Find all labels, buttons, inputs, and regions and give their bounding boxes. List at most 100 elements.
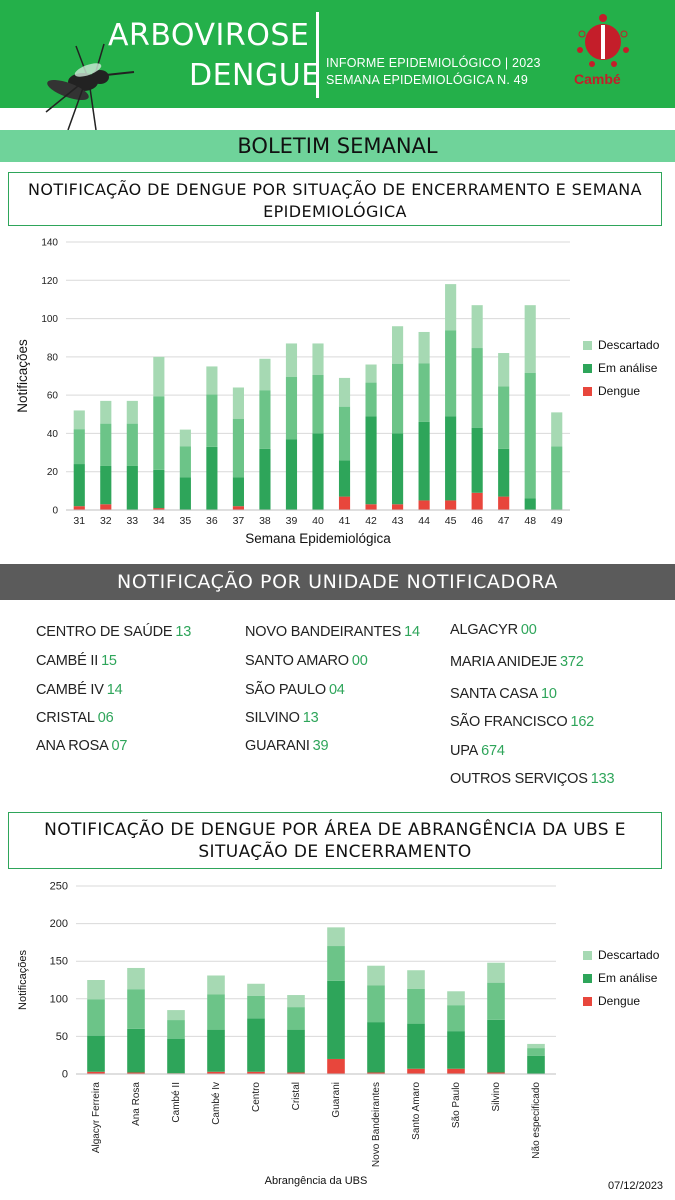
section2-title: NOTIFICAÇÃO POR UNIDADE NOTIFICADORA [0,564,675,600]
bar-descartado [126,400,138,424]
bar-dengue [153,508,165,510]
x-tick-label: 41 [339,515,351,527]
bar-em-analise [527,1055,545,1074]
bar-em-analise [338,460,351,497]
bar-descartado [179,429,191,447]
legend-swatch [583,364,592,373]
bar-descartado-lower [407,988,425,1024]
unit-name: CRISTAL [36,710,95,726]
bar-dengue [127,1072,145,1074]
unit-name: NOVO BANDEIRANTES [245,624,402,640]
unit-count: 674 [481,743,505,759]
unit-item: ALGACYR 00 [450,622,537,638]
bar-dengue [498,496,510,510]
x-axis-label: Abrangência da UBS [265,1175,368,1187]
x-tick-label: 40 [312,515,324,527]
bar-em-analise [259,448,271,510]
unit-item: OUTROS SERVIÇOS 133 [450,771,615,787]
bar-em-analise [87,1035,105,1072]
bar-descartado-lower [551,446,563,510]
unit-item: SÃO FRANCISCO 162 [450,714,594,730]
unit-count: 14 [404,624,420,640]
unit-item: SANTO AMARO 00 [245,653,368,669]
bar-descartado-lower [87,999,105,1036]
bar-descartado-lower [498,386,510,449]
bar-dengue [471,492,483,510]
y-tick-label: 200 [50,918,68,930]
title-line2: DENGUE [189,58,321,93]
bar-em-analise [487,1019,505,1073]
unit-name: ALGACYR [450,622,518,638]
unit-item: GUARANI 39 [245,738,329,754]
bar-em-analise [367,1022,385,1073]
section3-title: NOTIFICAÇÃO DE DENGUE POR ÁREA DE ABRANG… [8,812,662,869]
unit-item: NOVO BANDEIRANTES 14 [245,624,420,640]
unit-item: MARIA ANIDEJE 372 [450,654,584,670]
title-line1: ARBOVIROSE [108,18,310,53]
bar-descartado-lower [247,995,265,1019]
bar-descartado [287,995,305,1008]
bar-descartado-lower [445,330,457,417]
legend-swatch [583,951,592,960]
bar-descartado-lower [327,946,345,981]
x-tick-label: Guarani [331,1082,342,1118]
bar-descartado-lower [285,376,298,440]
bar-em-analise [287,1029,305,1073]
unit-name: GUARANI [245,738,310,754]
title-divider [316,12,319,98]
bar-em-analise [285,439,298,510]
bar-descartado [206,366,218,395]
unit-item: ANA ROSA 07 [36,738,127,754]
legend-label: Dengue [598,384,640,398]
bar-em-analise [126,465,138,510]
legend-label: Descartado [598,948,660,962]
bar-em-analise [471,427,483,493]
info-line1: INFORME EPIDEMIOLÓGICO | 2023 [326,56,541,70]
bar-descartado-lower [207,994,225,1030]
unit-name: SÃO PAULO [245,682,326,698]
bar-descartado [392,326,404,364]
bar-em-analise [167,1038,185,1074]
unit-count: 00 [351,653,368,669]
bar-descartado [100,400,112,424]
bar-descartado [551,412,563,447]
x-tick-label: 49 [551,515,563,527]
x-tick-label: 48 [524,515,536,527]
legend-swatch [583,997,592,1006]
bar-descartado [365,364,377,383]
bar-em-analise [207,1029,225,1072]
unit-name: MARIA ANIDEJE [450,654,557,670]
unit-item: SANTA CASA 10 [450,686,557,702]
legend-swatch [583,387,592,396]
bar-descartado [73,410,85,430]
bar-dengue [445,500,457,510]
cambe-logo-icon [577,14,629,67]
x-tick-label: 43 [392,515,404,527]
x-tick-label: 46 [471,515,483,527]
bar-descartado [524,305,536,373]
x-tick-label: 45 [445,515,457,527]
unit-item: SILVINO 13 [245,710,319,726]
x-tick-label: 32 [100,515,112,527]
x-tick-label: 42 [365,515,377,527]
bar-descartado [153,356,165,397]
y-tick-label: 0 [52,506,58,517]
x-tick-label: Centro [251,1082,262,1112]
unit-name: OUTROS SERVIÇOS [450,771,588,787]
bar-em-analise [327,980,345,1059]
y-tick-label: 100 [50,993,68,1005]
x-tick-label: Santo Amaro [411,1082,422,1140]
y-tick-label: 140 [41,238,58,249]
bar-descartado-lower [259,390,271,449]
bar-em-analise [73,464,85,507]
bar-em-analise [498,448,510,497]
bar-descartado-lower [367,985,385,1023]
bar-dengue [73,506,85,510]
legend-label: Em análise [598,971,658,985]
bar-descartado [407,970,425,989]
bar-descartado-lower [471,348,483,428]
unit-count: 162 [570,714,595,730]
x-tick-label: 44 [418,515,430,527]
legend-swatch [583,974,592,983]
bar-em-analise [407,1023,425,1069]
